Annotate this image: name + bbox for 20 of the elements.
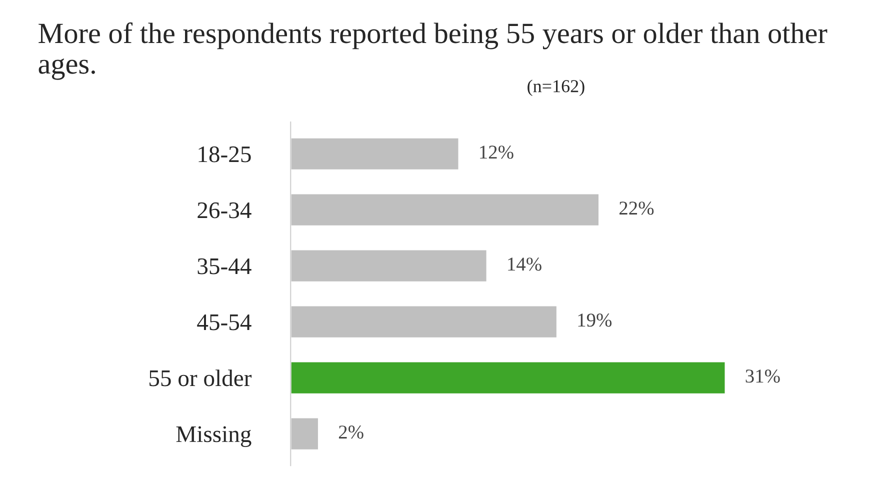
bar	[290, 248, 488, 283]
text: (n=162)	[528, 80, 584, 96]
y-tick-label: 45-54	[197, 314, 252, 330]
bar	[290, 136, 460, 171]
y-tick-label: 55 or older	[150, 370, 252, 386]
data-label: 2%	[338, 426, 364, 439]
y-tick-label: 18-25	[198, 146, 251, 162]
bar	[290, 360, 726, 395]
data-label: 19%	[578, 314, 612, 327]
y-tick-label: Missing	[176, 426, 252, 448]
data-label: 31%	[746, 370, 780, 383]
bar	[290, 304, 558, 339]
bar	[290, 416, 320, 451]
chart-title: More of the respondents reported being 55 years or older than other ages.	[38, 22, 828, 80]
data-label: 14%	[508, 258, 542, 271]
bar	[290, 192, 600, 227]
data-label: 22%	[619, 202, 654, 215]
y-tick-label: 26-34	[198, 202, 252, 218]
y-tick-label: 35-44	[198, 258, 252, 274]
data-label: 12%	[480, 146, 514, 159]
